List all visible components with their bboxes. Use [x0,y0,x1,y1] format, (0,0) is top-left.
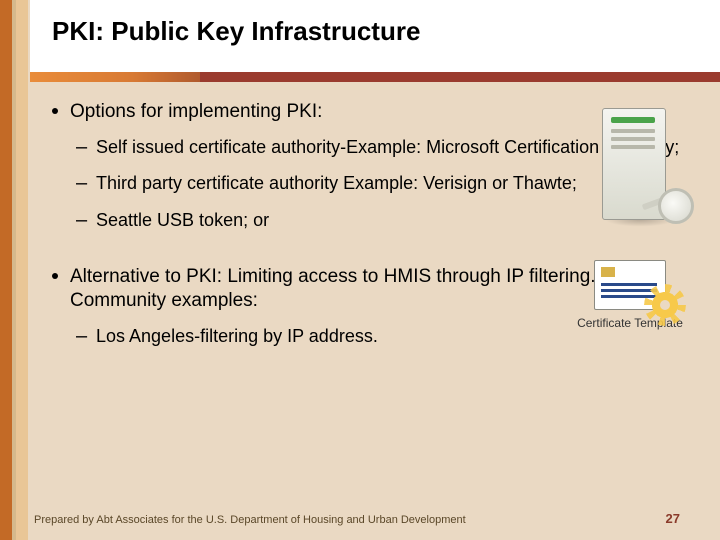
certificate-template-icon: Certificate Template [570,260,690,346]
bullet-text: Alternative to PKI: Limiting access to H… [70,266,596,311]
server-key-icon [586,108,694,238]
sidebar-stripes [0,0,30,540]
dash-icon: – [76,135,87,160]
dash-icon: – [76,208,87,233]
footer: Prepared by Abt Associates for the U.S. … [30,511,690,526]
subbullet-text: Seattle USB token; or [96,210,269,230]
subbullet-text: Third party certificate authority Exampl… [96,173,577,193]
page-number: 27 [666,511,690,526]
stripe-1 [0,0,12,540]
accent-bar [30,72,720,82]
gear-icon [648,288,682,322]
footer-prepared: Prepared by Abt Associates for the U.S. … [30,514,466,526]
dash-icon: – [76,324,87,349]
bullet-text: Options for implementing PKI: [70,101,322,122]
bullet-dot-icon [52,108,58,114]
slide-title: PKI: Public Key Infrastructure [52,16,720,47]
slide: PKI: Public Key Infrastructure Options f… [0,0,720,540]
key-head [658,188,694,224]
title-band: PKI: Public Key Infrastructure [30,0,720,72]
stripe-3 [16,0,28,540]
bullet-dot-icon [52,273,58,279]
subbullet-text: Los Angeles-filtering by IP address. [96,326,378,346]
dash-icon: – [76,171,87,196]
